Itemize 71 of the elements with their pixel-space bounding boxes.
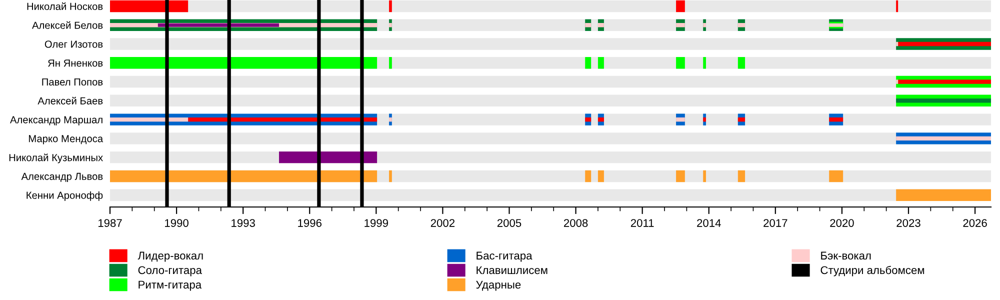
x-tick-label: 1993 [232, 219, 255, 227]
bar [585, 170, 592, 182]
bar [676, 170, 685, 182]
bar [676, 0, 685, 12]
x-tick-label: 2023 [896, 219, 920, 227]
bar [389, 170, 392, 182]
bar [738, 117, 746, 122]
bar [738, 23, 746, 28]
y-tick-label: Николай Носков [27, 2, 103, 10]
bar [598, 117, 604, 122]
y-tick-label: Александр Львов [21, 172, 103, 182]
bar [389, 117, 392, 122]
bar [703, 23, 706, 28]
bar [598, 170, 604, 182]
y-tick-label: Алексей Баев [38, 96, 103, 104]
legend-label: Клавишлисем [476, 266, 548, 274]
bar [898, 80, 991, 84]
x-tick-label: 2002 [430, 219, 455, 227]
y-tick-label: Марко Мендоса [28, 135, 104, 144]
legend-label: Студири альбомсем [820, 266, 924, 276]
bar [585, 117, 592, 122]
legend-label: Ударные [476, 280, 521, 291]
bar [389, 0, 392, 12]
y-tick-label: Кенни Аронофф [26, 191, 103, 201]
bar [896, 98, 991, 103]
y-tick-label: Александр Маршал [10, 116, 102, 126]
bar [703, 117, 706, 122]
legend-label: Соло-гитара [138, 266, 202, 276]
legend-label: Лидер-вокал [138, 252, 203, 262]
bar [676, 57, 685, 69]
legend-label: Бэк-вокал [821, 252, 871, 260]
bar [598, 57, 604, 69]
bar [279, 151, 378, 164]
bar [703, 170, 706, 182]
x-tick-label: 1987 [98, 219, 122, 227]
bar [896, 189, 991, 201]
y-tick-label: Ян Яненков [48, 60, 103, 67]
bar [738, 57, 746, 69]
y-tick-label: Олег Изотов [44, 40, 103, 48]
x-tick-label: 2020 [830, 219, 854, 227]
bar [898, 42, 991, 46]
x-tick-label: 1999 [364, 219, 388, 227]
bar [676, 23, 685, 28]
bar [829, 170, 844, 182]
legend-label: Ритм-гитара [138, 280, 202, 291]
bar [110, 57, 378, 69]
x-tick-label: 2008 [564, 219, 588, 227]
y-tick-label: Алексей Белов [32, 21, 103, 29]
bar [738, 170, 746, 182]
x-tick-label: 1990 [165, 219, 188, 227]
bar [585, 23, 592, 28]
bar [829, 117, 844, 122]
x-tick-label: 2005 [497, 219, 522, 227]
bar [896, 136, 991, 141]
bar [110, 0, 188, 12]
x-tick-label: 2011 [630, 219, 654, 227]
bar [389, 23, 392, 28]
bar [598, 23, 604, 28]
bar [703, 57, 706, 69]
y-tick-label: Павел Попов [42, 78, 103, 86]
x-tick-label: 2026 [963, 219, 987, 227]
legend-label: Бас-гитара [476, 252, 532, 262]
bar [585, 57, 592, 69]
y-tick-label: Николай Кузьминых [9, 154, 103, 164]
bar [110, 117, 188, 122]
bar [676, 117, 685, 122]
bar [158, 23, 280, 27]
bar [389, 57, 392, 69]
x-tick-label: 1996 [298, 219, 322, 227]
x-tick-label: 2017 [764, 219, 788, 227]
x-tick-label: 2014 [697, 219, 721, 227]
